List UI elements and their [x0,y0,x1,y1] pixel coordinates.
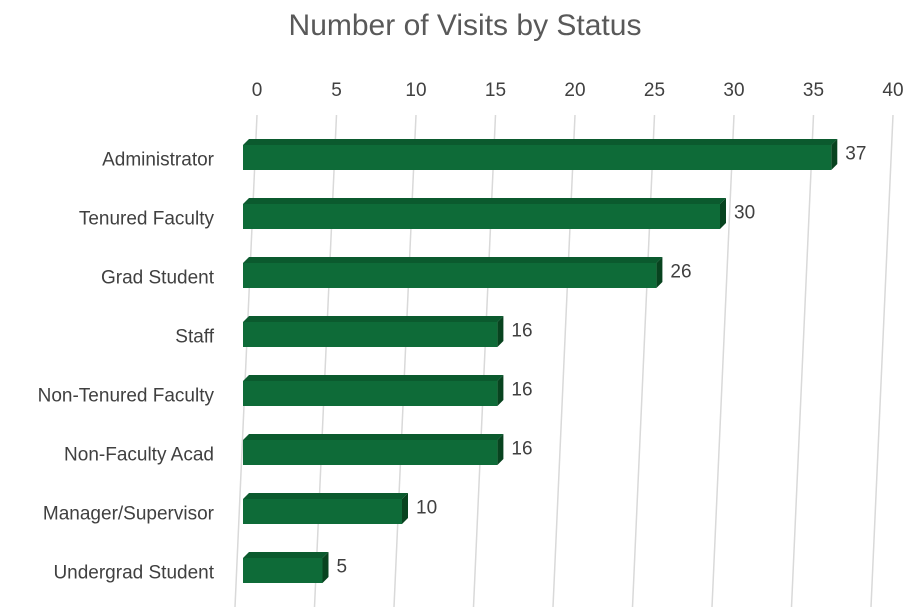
data-label: 16 [511,439,532,460]
bar-top [243,552,329,558]
bar [243,204,720,229]
bar [243,145,832,170]
x-tick-label: 35 [803,80,824,101]
chart-title: Number of Visits by Status [289,9,642,42]
grid-line [552,114,576,607]
bar [243,558,323,583]
bar [243,440,498,465]
bar-top [243,316,504,322]
bar-side [322,552,329,583]
x-tick-label: 25 [644,80,665,101]
bar-side [497,316,504,347]
data-label: 16 [511,321,532,342]
x-tick-label: 30 [723,80,744,101]
y-tick-label: Non-Faculty Acad [64,445,214,466]
y-tick-label: Tenured Faculty [79,209,215,230]
y-tick-label: Undergrad Student [53,563,214,584]
x-tick-label: 40 [882,80,903,101]
x-tick-label: 5 [331,80,342,101]
bar-top [243,257,663,263]
data-label: 26 [670,262,691,283]
grid-line [870,114,894,607]
grid-line [313,114,338,607]
data-label: 16 [511,380,532,401]
grid-line [472,114,497,607]
x-tick-label: 20 [564,80,585,101]
bar-top [243,493,408,499]
data-label: 37 [845,144,866,165]
x-tick-label: 0 [252,80,263,101]
bar-side [497,434,504,465]
bar [243,381,498,406]
grid-line [631,114,656,607]
data-label: 5 [337,557,348,578]
grid-line [393,114,417,607]
y-tick-label: Staff [175,327,214,348]
bar [243,499,402,524]
grid-line [711,114,735,607]
y-tick-label: Administrator [102,150,215,171]
x-tick-label: 15 [485,80,506,101]
bar-side [831,139,838,170]
grid-line [234,114,258,607]
bar-side [402,493,408,524]
data-label: 10 [416,498,437,519]
bar-side [720,198,726,229]
bar [243,322,498,347]
x-tick-label: 10 [405,80,426,101]
bar-side [497,375,504,406]
bar [243,263,657,288]
bar-top [243,139,838,145]
grid-line [790,114,815,607]
y-tick-label: Grad Student [101,268,215,289]
data-label: 30 [734,203,755,224]
y-tick-label: Non-Tenured Faculty [38,386,215,407]
bar-top [243,434,504,440]
bar-side [656,257,663,288]
y-tick-label: Manager/Supervisor [43,504,215,525]
bar-top [243,375,504,381]
bar-top [243,198,726,204]
